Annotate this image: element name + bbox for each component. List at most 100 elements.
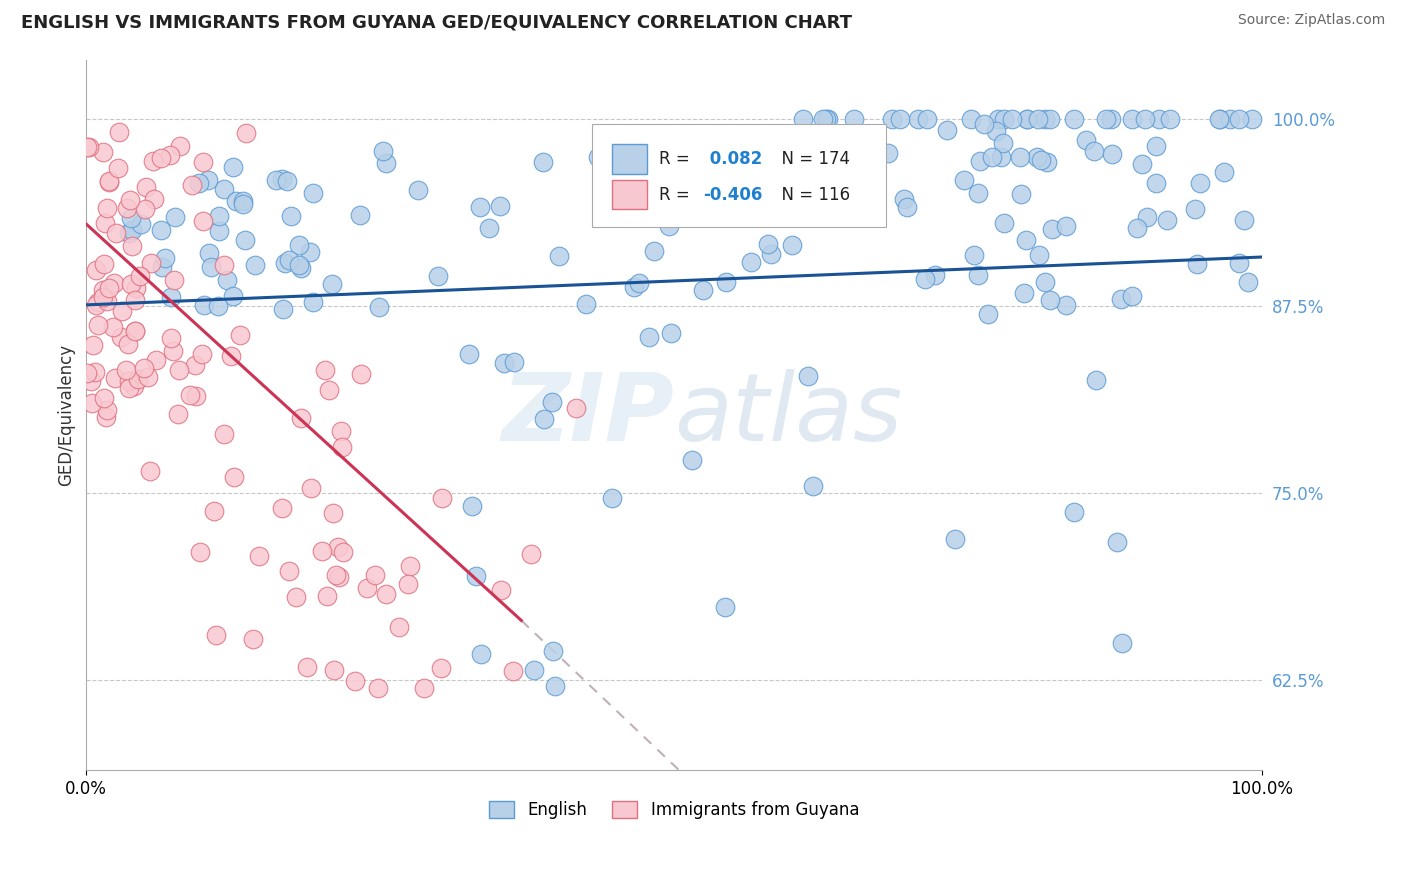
Point bbox=[139, 464, 162, 478]
Point bbox=[82, 338, 104, 352]
Point bbox=[494, 356, 516, 370]
Point bbox=[150, 151, 173, 165]
Point bbox=[311, 544, 333, 558]
Text: N = 174: N = 174 bbox=[770, 150, 849, 168]
Point bbox=[1126, 220, 1149, 235]
Point bbox=[80, 375, 103, 389]
Point bbox=[110, 330, 132, 344]
Point bbox=[264, 173, 287, 187]
Point bbox=[222, 289, 245, 303]
Point bbox=[84, 298, 107, 312]
Text: ENGLISH VS IMMIGRANTS FROM GUYANA GED/EQUIVALENCY CORRELATION CHART: ENGLISH VS IMMIGRANTS FROM GUYANA GED/EQ… bbox=[21, 13, 852, 31]
Point bbox=[1236, 276, 1258, 290]
Point bbox=[1028, 248, 1050, 262]
Point bbox=[1188, 176, 1211, 190]
Point bbox=[1208, 112, 1230, 127]
Point bbox=[489, 199, 512, 213]
Point bbox=[1185, 258, 1208, 272]
Point bbox=[91, 283, 114, 297]
Point bbox=[541, 644, 564, 658]
Point bbox=[124, 281, 146, 295]
Point bbox=[1063, 112, 1085, 127]
Point bbox=[198, 246, 221, 260]
Point bbox=[1101, 147, 1123, 161]
Point bbox=[302, 295, 325, 310]
Text: atlas: atlas bbox=[673, 369, 903, 460]
Point bbox=[756, 237, 779, 252]
Point bbox=[290, 261, 312, 276]
Point bbox=[271, 501, 294, 516]
Point bbox=[1033, 112, 1056, 127]
Point bbox=[124, 324, 146, 338]
Point bbox=[1111, 636, 1133, 650]
Point bbox=[907, 112, 929, 127]
Point bbox=[184, 358, 207, 372]
Point bbox=[212, 181, 235, 195]
Point bbox=[115, 363, 138, 377]
Point bbox=[1039, 112, 1062, 127]
Point bbox=[169, 139, 191, 153]
Point bbox=[1099, 112, 1122, 127]
Point bbox=[284, 591, 307, 605]
Point bbox=[936, 123, 959, 137]
Point bbox=[322, 506, 344, 520]
Point bbox=[232, 197, 254, 211]
Point bbox=[103, 371, 125, 385]
Point bbox=[214, 426, 236, 441]
Point bbox=[396, 577, 419, 591]
Point bbox=[150, 260, 173, 275]
Point bbox=[330, 424, 353, 438]
Text: 0.082: 0.082 bbox=[703, 150, 762, 168]
Point bbox=[1010, 187, 1032, 202]
Point bbox=[889, 112, 911, 127]
Point bbox=[295, 660, 318, 674]
Point bbox=[1133, 112, 1156, 127]
Point bbox=[969, 153, 991, 168]
Point bbox=[212, 258, 235, 272]
Point bbox=[953, 173, 976, 187]
Point bbox=[76, 366, 98, 380]
Point bbox=[186, 389, 208, 403]
Point bbox=[332, 544, 354, 558]
Point bbox=[406, 183, 429, 197]
Legend: English, Immigrants from Guyana: English, Immigrants from Guyana bbox=[482, 794, 866, 826]
Text: -0.406: -0.406 bbox=[703, 186, 763, 203]
Point bbox=[468, 200, 491, 214]
Point bbox=[143, 192, 166, 206]
Point bbox=[991, 136, 1014, 150]
Point bbox=[627, 276, 650, 290]
Point bbox=[502, 355, 524, 369]
Point bbox=[502, 664, 524, 678]
Point bbox=[586, 150, 609, 164]
Point bbox=[1083, 145, 1105, 159]
Point bbox=[356, 581, 378, 595]
Point bbox=[1033, 275, 1056, 289]
Point bbox=[193, 298, 215, 312]
Point bbox=[107, 161, 129, 175]
Point bbox=[780, 238, 803, 252]
Point bbox=[489, 582, 512, 597]
Point bbox=[122, 378, 145, 392]
Point bbox=[973, 117, 995, 131]
Point bbox=[325, 568, 347, 582]
Point bbox=[104, 226, 127, 240]
Point bbox=[977, 307, 1000, 321]
Point bbox=[96, 294, 118, 309]
Point bbox=[208, 224, 231, 238]
Point bbox=[93, 392, 115, 406]
Point bbox=[364, 568, 387, 582]
Point bbox=[121, 223, 143, 237]
Point bbox=[1076, 134, 1098, 148]
Point bbox=[349, 208, 371, 222]
Point bbox=[117, 336, 139, 351]
Point bbox=[87, 318, 110, 332]
Point bbox=[1219, 112, 1241, 127]
Point bbox=[136, 370, 159, 384]
Point bbox=[167, 363, 190, 377]
Point bbox=[350, 367, 373, 381]
Point bbox=[368, 301, 391, 315]
Point bbox=[541, 395, 564, 409]
Point bbox=[243, 258, 266, 272]
Point bbox=[1025, 150, 1047, 164]
Point bbox=[565, 401, 588, 415]
